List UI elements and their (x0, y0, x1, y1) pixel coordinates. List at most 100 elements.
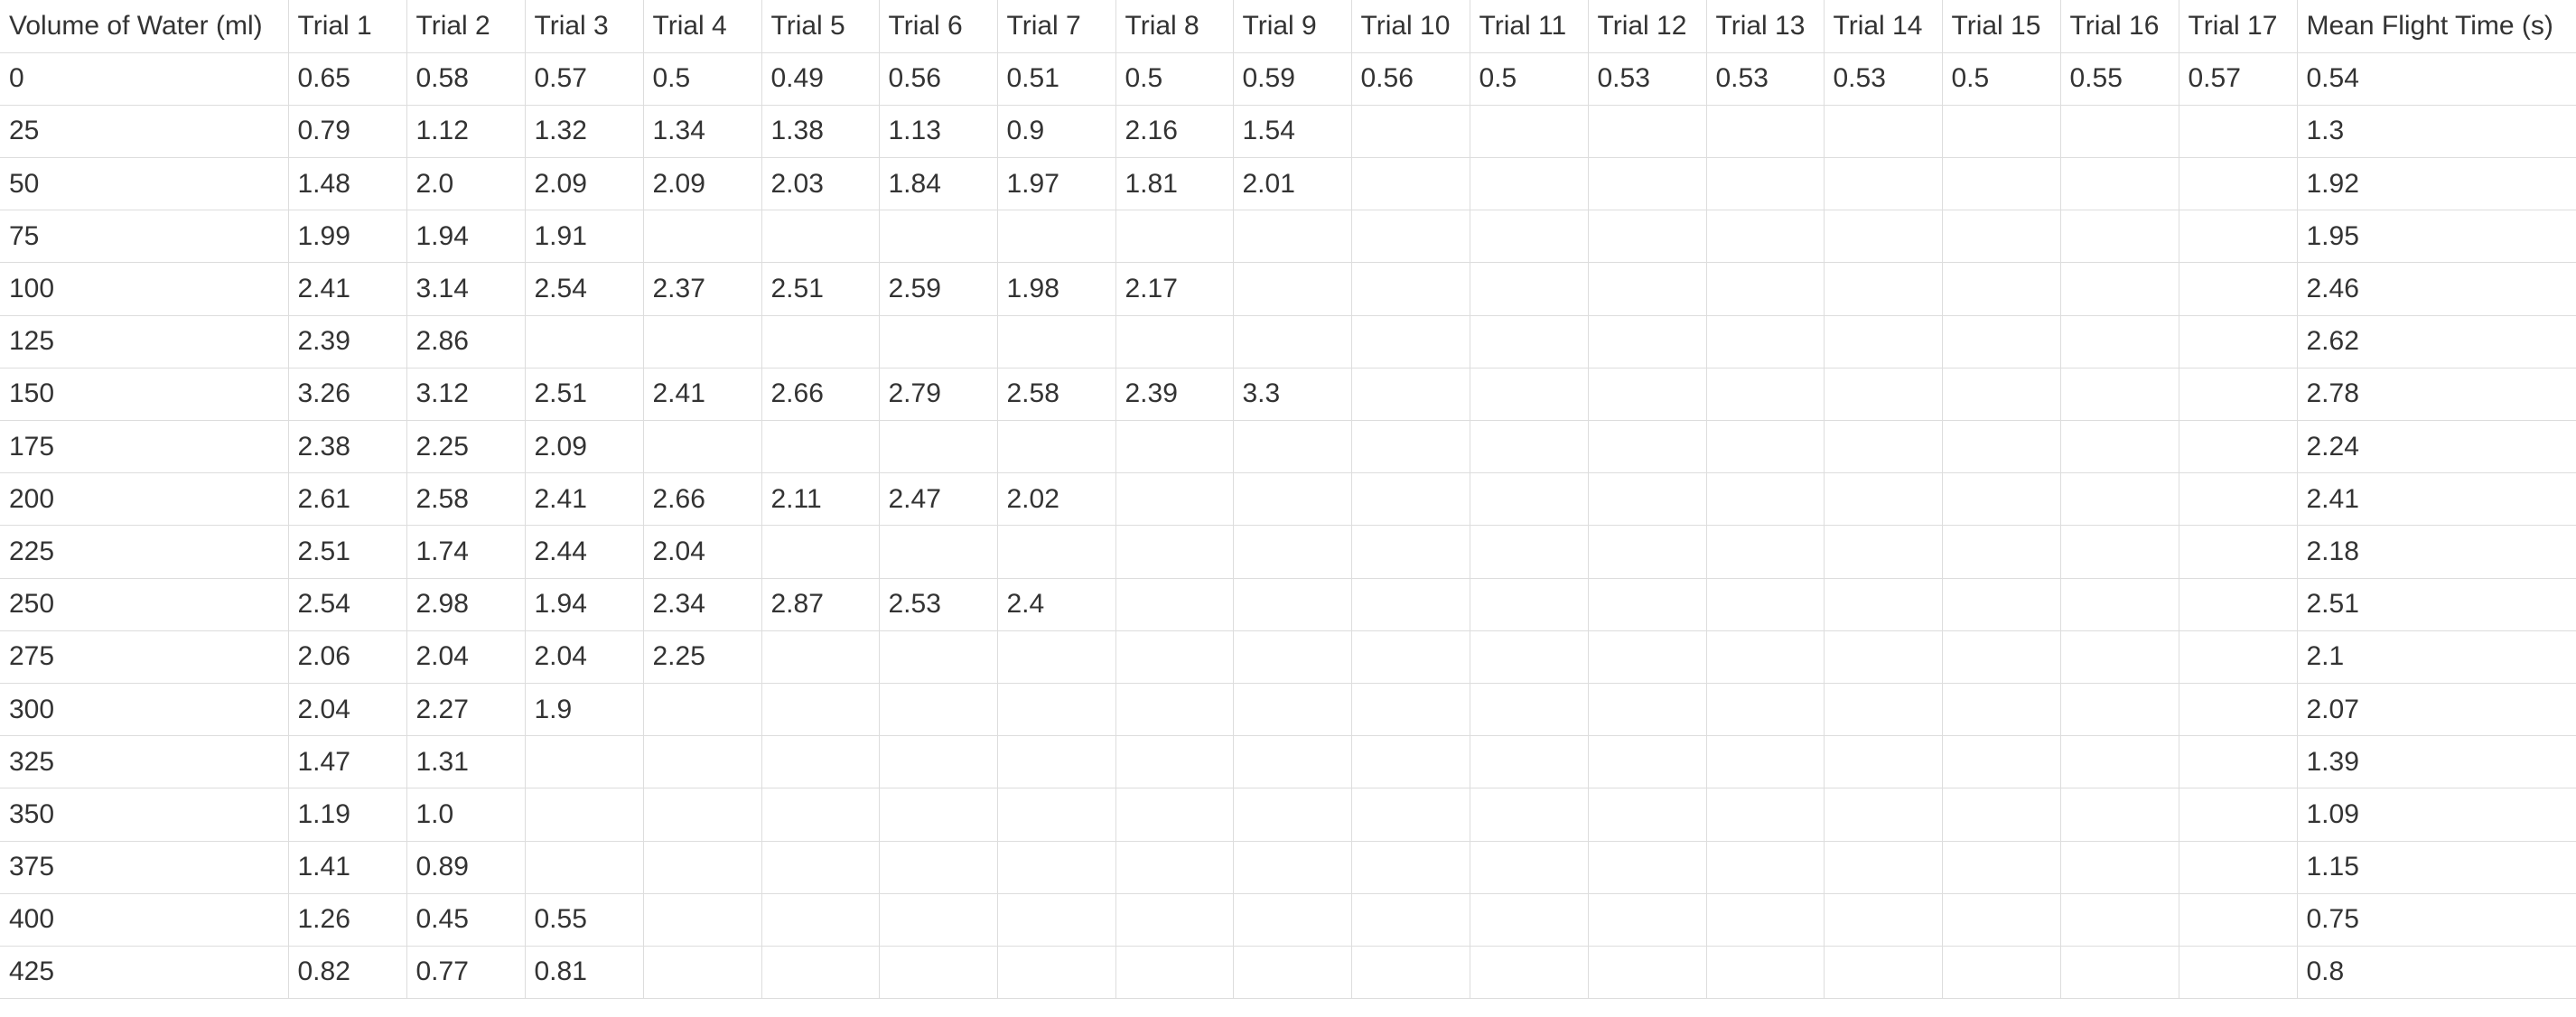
table-cell (1823, 472, 1943, 527)
table-cell (761, 210, 880, 264)
table-cell: 1.95 (2296, 210, 2576, 264)
header-trial-8: Trial 8 (1115, 0, 1234, 53)
table-cell (878, 314, 998, 369)
table-cell (878, 840, 998, 894)
table-cell (1705, 419, 1825, 474)
header-trial-16: Trial 16 (2059, 0, 2179, 53)
table-cell (1587, 840, 1707, 894)
table-cell (1823, 525, 1943, 579)
table-cell (1469, 262, 1589, 316)
table-cell: 2.16 (1115, 104, 1234, 159)
table-cell (1469, 419, 1589, 474)
table-cell (1705, 104, 1825, 159)
table-cell: 2.1 (2296, 630, 2576, 684)
table-cell (2059, 892, 2179, 947)
table-cell (524, 735, 644, 789)
header-trial-11: Trial 11 (1469, 0, 1589, 53)
header-trial-3: Trial 3 (524, 0, 644, 53)
table-cell (1941, 945, 2061, 1000)
header-trial-5: Trial 5 (761, 0, 880, 53)
table-cell (996, 314, 1116, 369)
table-cell (1823, 788, 1943, 842)
table-cell: 1.15 (2296, 840, 2576, 894)
table-cell (878, 419, 998, 474)
table-cell (761, 630, 880, 684)
table-row: 75 1.99 1.94 1.91 1.95 (0, 210, 2576, 264)
table-cell: 1.32 (524, 104, 644, 159)
table-cell (2059, 525, 2179, 579)
table-cell (1469, 157, 1589, 211)
table-cell (2059, 788, 2179, 842)
table-cell (1115, 788, 1234, 842)
table-cell: 2.44 (524, 525, 644, 579)
table-cell: 0.82 (287, 945, 407, 1000)
header-trial-2: Trial 2 (406, 0, 526, 53)
table-cell (1232, 314, 1352, 369)
table-cell (1350, 840, 1470, 894)
table-cell (1115, 210, 1234, 264)
table-cell: 1.41 (287, 840, 407, 894)
table-cell: 0.53 (1587, 51, 1707, 106)
table-cell (878, 788, 998, 842)
table-row: 250 2.54 2.98 1.94 2.34 2.87 2.53 2.4 2.51 (0, 577, 2576, 631)
table-cell (1587, 682, 1707, 737)
table-cell: 0.53 (1705, 51, 1825, 106)
table-cell: 425 (0, 945, 289, 1000)
table-cell: 1.84 (878, 157, 998, 211)
table-cell (1350, 157, 1470, 211)
table-cell: 0.51 (996, 51, 1116, 106)
table-cell (2178, 788, 2298, 842)
table-cell (761, 735, 880, 789)
table-cell (996, 630, 1116, 684)
table-cell (1469, 104, 1589, 159)
table-cell: 125 (0, 314, 289, 369)
table-cell (1705, 262, 1825, 316)
table-cell (1115, 577, 1234, 631)
table-cell (1115, 840, 1234, 894)
table-cell: 0.54 (2296, 51, 2576, 106)
table-row: 25 0.79 1.12 1.32 1.34 1.38 1.13 0.9 2.16 1.54 1.3 (0, 104, 2576, 159)
table-cell: 0 (0, 51, 289, 106)
table-cell (1115, 419, 1234, 474)
table-cell: 0.75 (2296, 892, 2576, 947)
table-cell (1587, 157, 1707, 211)
table-cell (1350, 472, 1470, 527)
table-cell (2059, 945, 2179, 1000)
table-cell: 2.66 (761, 367, 880, 422)
table-row: 50 1.48 2.0 2.09 2.09 2.03 1.84 1.97 1.81 2.01 1.9… (0, 157, 2576, 211)
table-cell (1232, 682, 1352, 737)
table-row: 325 1.47 1.31 1.39 (0, 735, 2576, 789)
table-cell (1232, 419, 1352, 474)
table-cell (878, 682, 998, 737)
table-cell: 175 (0, 419, 289, 474)
table-cell: 2.02 (996, 472, 1116, 527)
table-row: 350 1.19 1.0 1.09 (0, 788, 2576, 842)
table-cell: 300 (0, 682, 289, 737)
table-cell: 200 (0, 472, 289, 527)
table-cell: 1.0 (406, 788, 526, 842)
table-cell: 1.31 (406, 735, 526, 789)
table-cell: 75 (0, 210, 289, 264)
table-cell: 0.49 (761, 51, 880, 106)
table-cell (1232, 630, 1352, 684)
table-cell (1941, 788, 2061, 842)
table-cell (1350, 314, 1470, 369)
table-row: 200 2.61 2.58 2.41 2.66 2.11 2.47 2.02 2.41 (0, 472, 2576, 527)
table-cell (1232, 262, 1352, 316)
table-cell: 2.01 (1232, 157, 1352, 211)
table-cell: 2.09 (524, 419, 644, 474)
table-cell: 2.41 (642, 367, 762, 422)
table-cell (1587, 472, 1707, 527)
table-cell (2178, 840, 2298, 894)
table-cell (1232, 525, 1352, 579)
table-cell: 1.94 (406, 210, 526, 264)
table-cell: 2.17 (1115, 262, 1234, 316)
table-cell (878, 945, 998, 1000)
table-cell (1941, 892, 2061, 947)
table-cell: 0.57 (524, 51, 644, 106)
table-cell (1941, 525, 2061, 579)
header-trial-14: Trial 14 (1823, 0, 1943, 53)
table-cell (1350, 630, 1470, 684)
table-cell: 0.5 (1115, 51, 1234, 106)
table-cell (2059, 367, 2179, 422)
